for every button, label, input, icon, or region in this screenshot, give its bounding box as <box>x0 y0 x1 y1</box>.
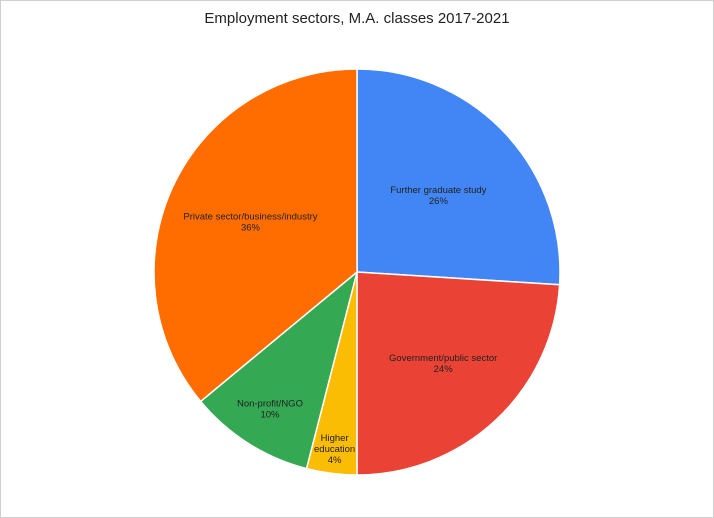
slice-label-non-profit-ngo: Non-profit/NGO 10% <box>237 399 303 421</box>
slice-percent-label: 36% <box>241 222 261 233</box>
slice-name-label: Non-profit/NGO <box>237 399 303 410</box>
slice-percent-label: 4% <box>328 455 342 466</box>
pie-slice-government-public-sector <box>356 271 561 476</box>
slice-percent-label: 10% <box>260 410 280 421</box>
pie-slices <box>153 68 561 476</box>
slice-label-private-sector-business-industry: Private sector/business/industry 36% <box>183 211 317 233</box>
slice-name-label: Higher <box>321 433 349 444</box>
pie-slice-non-profit-ngo <box>199 269 359 470</box>
chart-title: Employment sectors, M.A. classes 2017-20… <box>204 10 510 27</box>
pie-slice-further-graduate-study <box>356 68 561 286</box>
slice-label-higher-education: Higher education 4% <box>314 433 355 466</box>
pie-slice-labels: Further graduate study 26% Government/publ… <box>183 185 497 466</box>
slice-name-label: education <box>314 444 355 455</box>
slice-label-government-public-sector: Government/public sector 24% <box>389 353 497 375</box>
slice-percent-label: 26% <box>429 196 449 207</box>
slice-name-label: Government/public sector <box>389 353 497 364</box>
slice-name-label: Private sector/business/industry <box>183 211 317 222</box>
slice-percent-label: 24% <box>434 364 454 375</box>
slice-name-label: Further graduate study <box>390 185 486 196</box>
pie-slice-private-sector-business-industry <box>153 68 358 403</box>
slice-label-further-graduate-study: Further graduate study 26% <box>390 185 486 207</box>
